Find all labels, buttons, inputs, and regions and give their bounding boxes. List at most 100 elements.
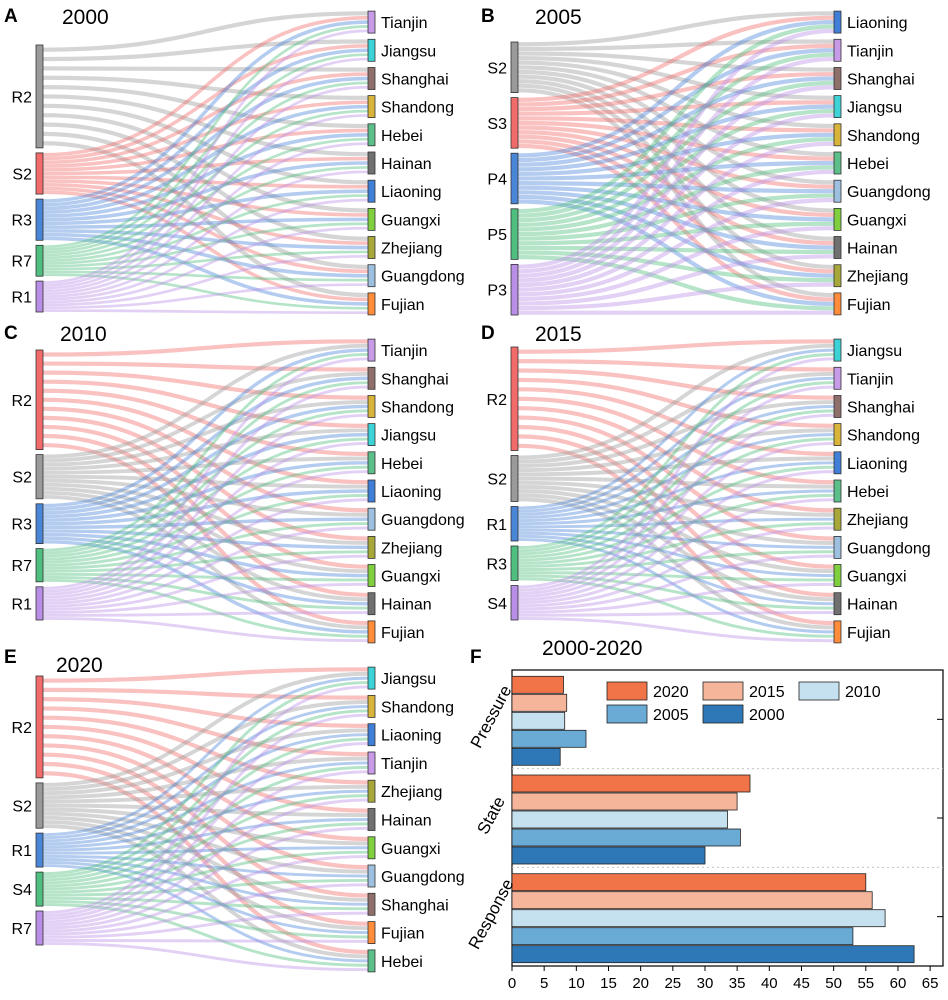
target-label-guangxi: Guangxi [381,212,441,229]
source-label-s3: S3 [487,116,507,133]
sankey-link [517,51,835,72]
sankey-link [42,29,369,284]
sankey-link [517,169,835,292]
sankey-link [517,199,835,306]
target-node-tianjin [367,10,376,34]
sankey-link [42,53,369,251]
sankey-link [42,409,369,558]
sankey-link [42,482,369,545]
source-label-r2: R2 [12,393,33,410]
bar-state-2015 [511,792,738,811]
target-label-fujian: Fujian [381,926,425,943]
target-label-liaoning: Liaoning [847,15,908,32]
sankey-link [42,353,369,552]
sankey-link [42,794,369,888]
target-node-liaoning [367,723,376,747]
sankey-link [42,899,369,939]
sankey-link [42,133,369,218]
target-node-liaoning [367,479,376,503]
target-node-liaoning [833,451,842,475]
source-node-r1 [35,832,44,868]
source-label-r7: R7 [12,921,33,938]
target-node-zhejiang [833,507,842,531]
sankey-link [517,517,835,529]
sankey-link [42,818,369,852]
target-label-zhejiang: Zhejiang [381,241,442,258]
target-node-tianjin [367,751,376,775]
target-label-fujian: Fujian [847,297,891,314]
target-node-hainan [367,151,376,175]
sankey-link [42,784,369,804]
sankey-link [517,456,835,477]
source-label-s2: S2 [487,60,507,77]
panel-label: F [470,647,482,668]
target-label-tianjin: Tianjin [381,15,428,32]
sankey-link [517,85,835,278]
source-label-p5: P5 [487,227,507,244]
sankey-link [42,685,369,915]
sankey-link [42,456,369,475]
legend-swatch-2010 [798,681,840,701]
sankey-link [42,765,369,885]
target-node-hainan [833,236,842,259]
target-label-guangdong: Guangdong [381,869,465,886]
target-label-hebei: Hebei [381,954,423,971]
target-node-liaoning [833,10,842,34]
sankey-link [517,577,835,638]
source-label-r2: R2 [487,392,508,409]
sankey-link [42,803,369,818]
sankey-link [42,896,369,911]
sankey-link [42,406,369,513]
sankey-link [42,44,369,161]
sankey-link [42,761,369,846]
sankey-link [42,11,369,52]
panel-label: D [481,323,495,344]
sankey-link [42,671,369,787]
bar-response-2005 [511,927,854,946]
sankey-link [517,400,835,468]
sankey-link [517,433,835,519]
sankey-link [517,489,835,526]
source-node-s2 [35,152,44,195]
target-label-guangxi: Guangxi [847,212,907,229]
target-label-hainan: Hainan [847,241,898,258]
sankey-link [517,80,835,223]
sankey-link [42,270,369,282]
sankey-link [42,578,369,638]
sankey-link [517,616,835,643]
target-label-fujian: Fujian [381,297,425,314]
target-label-jiangsu: Jiangsu [381,428,436,445]
target-node-fujian [367,921,376,944]
source-node-r7 [35,910,44,946]
sankey-link [517,181,835,194]
sankey-link [42,737,369,882]
sankey-link [517,190,835,250]
source-label-r7: R7 [12,558,33,575]
target-label-jiangsu: Jiangsu [847,100,902,117]
target-label-shandong: Shandong [847,428,920,445]
sankey-link [517,56,835,100]
category-label-response: Response [465,876,518,953]
sankey-link [42,824,369,959]
legend-swatch-2015 [702,681,744,701]
sankey-link [517,65,835,157]
sankey-link [517,221,835,246]
sankey-link [42,122,369,241]
bar-pressure-2020 [511,675,564,694]
sankey-link [517,437,835,559]
x-tick-label: 55 [857,975,874,992]
sankey-link [517,165,835,237]
sankey-link [42,470,369,602]
sankey-link [517,28,835,269]
target-node-guangxi [367,207,376,231]
source-node-s2 [510,455,519,502]
source-label-r7: R7 [12,254,33,271]
sankey-link [42,667,369,683]
source-node-r3 [35,503,44,544]
target-node-shanghai [367,892,376,916]
target-label-shandong: Shandong [381,400,454,417]
sankey-link [42,734,369,842]
source-label-p4: P4 [487,172,507,189]
source-label-r2: R2 [12,90,33,107]
